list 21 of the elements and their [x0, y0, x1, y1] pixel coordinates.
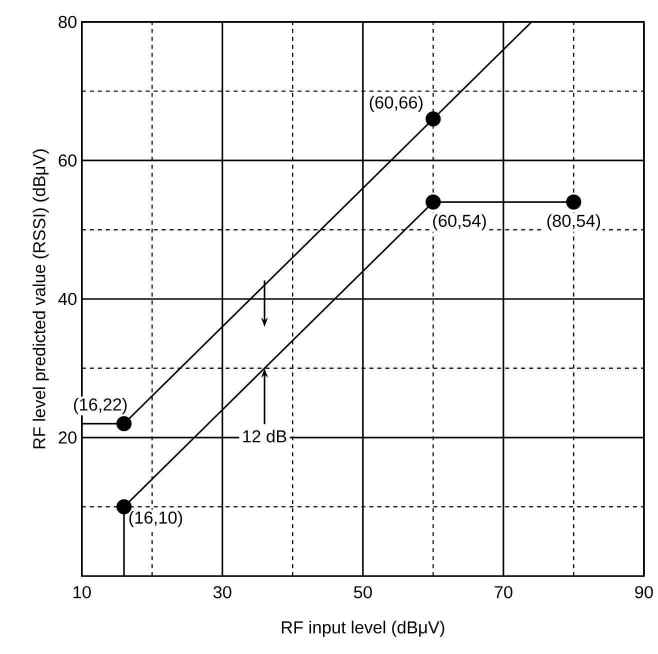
y-tick-label: 20: [58, 431, 76, 444]
x-tick-label: 90: [635, 586, 653, 598]
y-axis-title: RF level predicted value (RSSI) (dBμV): [32, 149, 49, 448]
annotation: (60,54): [433, 214, 486, 230]
point: [116, 416, 132, 432]
annotation: 12 dB: [243, 430, 286, 442]
y-tick-label: 40: [58, 292, 76, 306]
y-tick-label: 80: [58, 16, 76, 28]
x-tick-label: 70: [494, 586, 512, 598]
point: [426, 194, 441, 210]
annotation: (80,54): [547, 214, 600, 230]
x-tick-label: 50: [354, 586, 372, 598]
y-tick-label: 60: [58, 154, 76, 167]
x-tick-label: 30: [213, 586, 232, 598]
annotation: (16,10): [129, 511, 182, 528]
x-axis-title: RF input level (dBμV): [282, 620, 444, 637]
x-tick-label: 10: [74, 586, 91, 598]
annotation: (16,22): [74, 398, 127, 414]
point: [566, 194, 582, 210]
point: [426, 111, 441, 127]
annotation: (60,66): [370, 96, 423, 112]
